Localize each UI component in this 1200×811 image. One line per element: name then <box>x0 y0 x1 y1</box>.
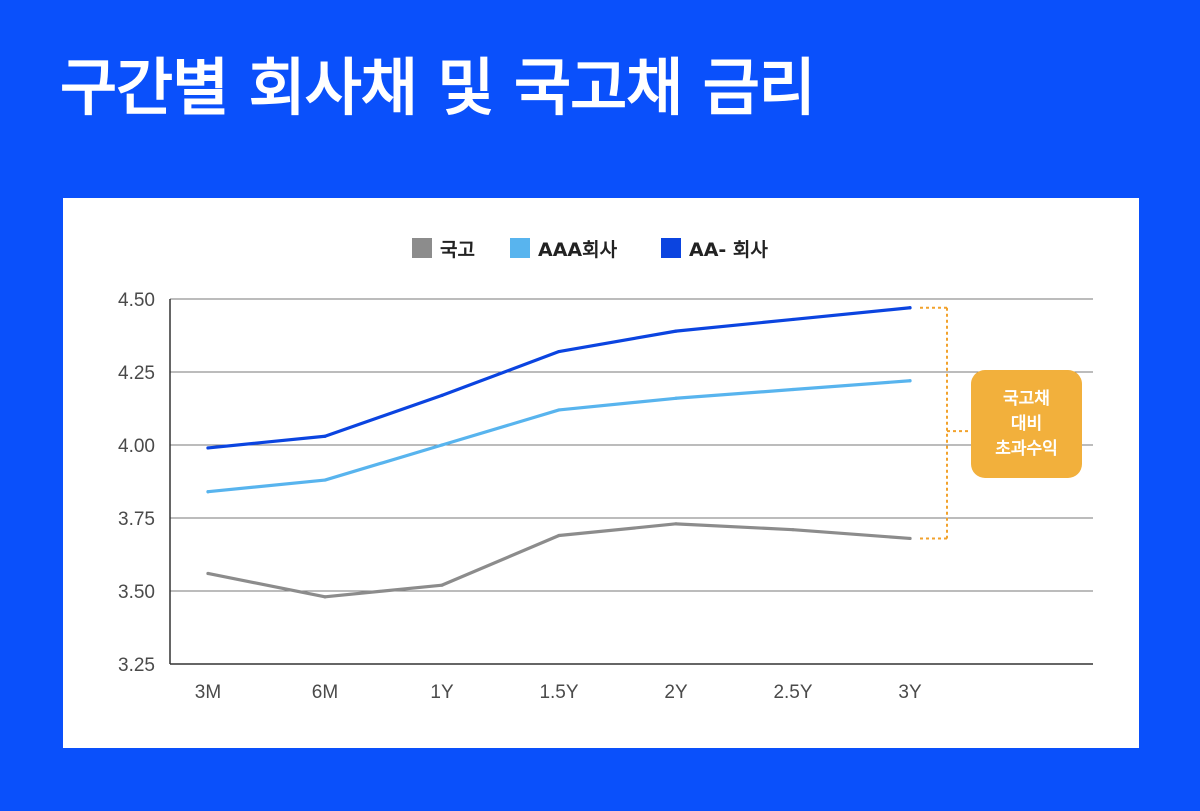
legend-label: AAA회사 <box>538 239 618 261</box>
data-point <box>674 329 678 333</box>
data-point <box>323 434 327 438</box>
data-point <box>791 317 795 322</box>
data-point <box>323 595 327 599</box>
series-line <box>206 306 912 450</box>
gridlines <box>170 298 1093 592</box>
x-tick-label: 2.5Y <box>773 682 812 703</box>
x-tick-label: 2Y <box>664 682 688 703</box>
y-tick-label: 3.25 <box>118 655 155 676</box>
data-point <box>908 379 912 383</box>
callout-line: 초과수익 <box>995 438 1058 459</box>
data-point <box>206 490 210 494</box>
chart-card: 4.50 4.25 4.00 3.75 3.50 3.25 3M 6M 1Y 1.5Y 2Y 2.5Y… <box>63 198 1139 748</box>
data-point <box>440 443 444 447</box>
data-point <box>557 533 561 538</box>
callout-line: 대비 <box>1010 413 1043 434</box>
x-tick-label: 1Y <box>430 682 454 703</box>
data-point <box>323 478 327 482</box>
data-point <box>440 583 444 587</box>
x-tick-label: 3Y <box>898 682 922 703</box>
legend-swatch <box>661 238 681 258</box>
data-point <box>206 446 210 450</box>
callout-line: 국고채 <box>1003 388 1050 409</box>
data-point <box>908 536 912 541</box>
x-tick-label: 3M <box>195 682 221 703</box>
data-point <box>557 349 561 354</box>
data-point <box>206 571 210 576</box>
data-point <box>791 387 795 392</box>
y-tick-label: 4.00 <box>118 436 155 457</box>
data-point <box>557 408 561 412</box>
data-point <box>791 528 795 532</box>
x-tick-label: 6M <box>312 682 338 703</box>
legend-label: 국고 <box>440 239 475 261</box>
y-tick-label: 4.25 <box>118 363 155 384</box>
spread-callout: 국고채 대비 초과수익 <box>971 370 1082 478</box>
legend: 국고 AAA회사 AA- 회사 <box>412 238 768 261</box>
series-lines <box>206 306 912 599</box>
y-tick-label: 3.50 <box>118 582 155 603</box>
y-tick-label: 4.50 <box>118 290 155 311</box>
legend-swatch <box>510 238 530 258</box>
data-point <box>674 522 678 526</box>
x-tick-label: 1.5Y <box>539 682 578 703</box>
data-point <box>440 393 444 397</box>
page-title: 구간별 회사채 및 국고채 금리 <box>60 51 816 124</box>
axes: 4.50 4.25 4.00 3.75 3.50 3.25 3M 6M 1Y 1.5Y 2Y 2.5Y… <box>118 290 1093 703</box>
legend-swatch <box>412 238 432 258</box>
line-chart: 4.50 4.25 4.00 3.75 3.50 3.25 3M 6M 1Y 1.5Y 2Y 2.5Y… <box>118 238 1093 703</box>
legend-label: AA- 회사 <box>689 239 768 261</box>
data-point <box>674 396 678 400</box>
y-tick-label: 3.75 <box>118 509 155 530</box>
data-point <box>908 306 912 310</box>
spread-bracket <box>920 306 969 540</box>
